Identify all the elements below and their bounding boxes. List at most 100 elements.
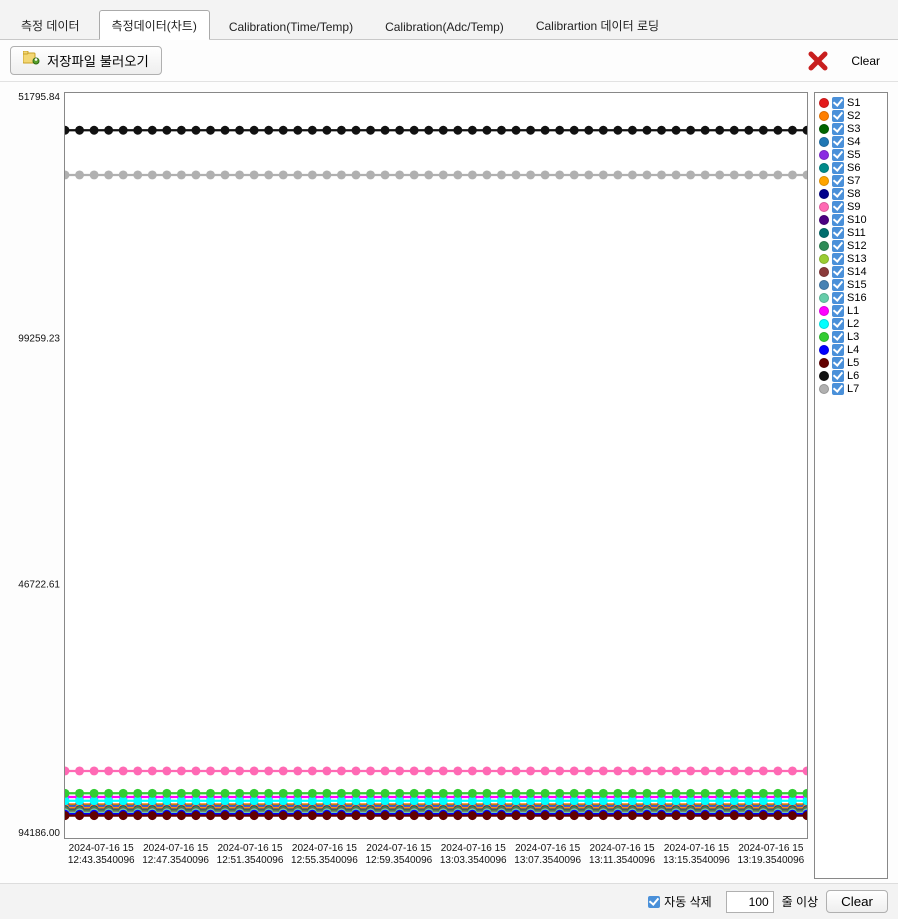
legend-label: S4 <box>847 136 860 148</box>
legend-label: S11 <box>847 227 866 239</box>
legend-item-s10[interactable]: S10 <box>819 214 883 226</box>
legend-item-l3[interactable]: L3 <box>819 331 883 343</box>
legend-label: S7 <box>847 175 860 187</box>
legend-swatch <box>819 98 829 108</box>
y-tick-label: 94186.00 <box>18 828 60 839</box>
legend-checkbox <box>832 201 844 213</box>
legend-swatch <box>819 124 829 134</box>
clear-button-top[interactable]: Clear <box>843 50 888 72</box>
x-tick-label: 2024-07-16 1513:07.3540096 <box>510 843 584 879</box>
legend-label: S3 <box>847 123 860 135</box>
legend-checkbox <box>832 279 844 291</box>
legend-checkbox <box>832 97 844 109</box>
legend-item-l1[interactable]: L1 <box>819 305 883 317</box>
legend-swatch <box>819 319 829 329</box>
legend-item-l4[interactable]: L4 <box>819 344 883 356</box>
x-axis: 2024-07-16 1512:43.3540096 2024-07-16 151… <box>10 839 808 879</box>
legend-item-s8[interactable]: S8 <box>819 188 883 200</box>
legend-label: S9 <box>847 201 860 213</box>
legend-item-s3[interactable]: S3 <box>819 123 883 135</box>
legend-checkbox <box>832 110 844 122</box>
close-icon[interactable] <box>807 50 829 72</box>
legend-checkbox <box>832 383 844 395</box>
checkbox-icon <box>648 896 660 908</box>
legend-swatch <box>819 150 829 160</box>
x-tick-label: 2024-07-16 1512:59.3540096 <box>362 843 436 879</box>
legend-swatch <box>819 306 829 316</box>
legend-item-s6[interactable]: S6 <box>819 162 883 174</box>
legend-label: L5 <box>847 357 859 369</box>
legend-label: S6 <box>847 162 860 174</box>
legend-swatch <box>819 345 829 355</box>
threshold-input[interactable] <box>726 891 774 913</box>
legend-item-s15[interactable]: S15 <box>819 279 883 291</box>
legend-swatch <box>819 293 829 303</box>
legend-checkbox <box>832 370 844 382</box>
chart-plot[interactable] <box>64 92 808 839</box>
legend-swatch <box>819 176 829 186</box>
legend-item-l7[interactable]: L7 <box>819 383 883 395</box>
tab-4[interactable]: Calibrartion 데이터 로딩 <box>523 10 672 39</box>
load-file-label: 저장파일 불러오기 <box>47 51 149 70</box>
legend-checkbox <box>832 344 844 356</box>
legend-swatch <box>819 384 829 394</box>
legend-label: S15 <box>847 279 867 291</box>
x-tick-label: 2024-07-16 1513:11.3540096 <box>585 843 659 879</box>
x-tick-label: 2024-07-16 1512:43.3540096 <box>64 843 138 879</box>
chart-zone: 51795.84 99259.23 46722.61 94186.00 2024-07… <box>0 82 898 883</box>
tab-2[interactable]: Calibration(Time/Temp) <box>216 13 366 39</box>
legend-item-s12[interactable]: S12 <box>819 240 883 252</box>
y-tick-label: 46722.61 <box>18 580 60 591</box>
legend-item-l2[interactable]: L2 <box>819 318 883 330</box>
auto-delete-checkbox[interactable]: 자동 삭제 <box>648 893 712 910</box>
legend-checkbox <box>832 253 844 265</box>
legend-item-l6[interactable]: L6 <box>819 370 883 382</box>
legend-checkbox <box>832 331 844 343</box>
legend-item-s1[interactable]: S1 <box>819 97 883 109</box>
clear-button-bottom[interactable]: Clear <box>826 890 888 913</box>
tab-0[interactable]: 측정 데이터 <box>8 10 93 39</box>
legend-checkbox <box>832 266 844 278</box>
legend-label: S5 <box>847 149 860 161</box>
legend-checkbox <box>832 188 844 200</box>
legend-item-s2[interactable]: S2 <box>819 110 883 122</box>
legend-label: S10 <box>847 214 867 226</box>
legend-checkbox <box>832 240 844 252</box>
legend-label: L3 <box>847 331 859 343</box>
legend-checkbox <box>832 357 844 369</box>
x-tick-label: 2024-07-16 1512:55.3540096 <box>287 843 361 879</box>
legend-item-l5[interactable]: L5 <box>819 357 883 369</box>
legend-checkbox <box>832 305 844 317</box>
legend-item-s7[interactable]: S7 <box>819 175 883 187</box>
legend-item-s4[interactable]: S4 <box>819 136 883 148</box>
legend-swatch <box>819 163 829 173</box>
legend-checkbox <box>832 227 844 239</box>
y-tick-label: 99259.23 <box>18 333 60 344</box>
legend-item-s14[interactable]: S14 <box>819 266 883 278</box>
legend-item-s13[interactable]: S13 <box>819 253 883 265</box>
tab-3[interactable]: Calibration(Adc/Temp) <box>372 13 517 39</box>
y-tick-label: 51795.84 <box>18 92 60 103</box>
threshold-suffix: 줄 이상 <box>782 893 818 910</box>
x-tick-label: 2024-07-16 1513:15.3540096 <box>659 843 733 879</box>
legend-swatch <box>819 228 829 238</box>
load-file-button[interactable]: 저장파일 불러오기 <box>10 46 162 75</box>
legend-label: L6 <box>847 370 859 382</box>
legend-item-s5[interactable]: S5 <box>819 149 883 161</box>
legend-swatch <box>819 137 829 147</box>
legend-item-s9[interactable]: S9 <box>819 201 883 213</box>
x-tick-label: 2024-07-16 1512:51.3540096 <box>213 843 287 879</box>
legend-swatch <box>819 371 829 381</box>
chart-legend: S1S2S3S4S5S6S7S8S9S10S11S12S13S14S15S16L… <box>814 92 888 879</box>
legend-item-s11[interactable]: S11 <box>819 227 883 239</box>
legend-swatch <box>819 280 829 290</box>
folder-user-icon <box>23 51 41 70</box>
legend-item-s16[interactable]: S16 <box>819 292 883 304</box>
legend-label: L7 <box>847 383 859 395</box>
legend-swatch <box>819 267 829 277</box>
legend-swatch <box>819 332 829 342</box>
tab-1[interactable]: 측정데이터(차트) <box>99 10 210 40</box>
legend-checkbox <box>832 149 844 161</box>
x-tick-label: 2024-07-16 1513:19.3540096 <box>734 843 808 879</box>
legend-label: S1 <box>847 97 860 109</box>
